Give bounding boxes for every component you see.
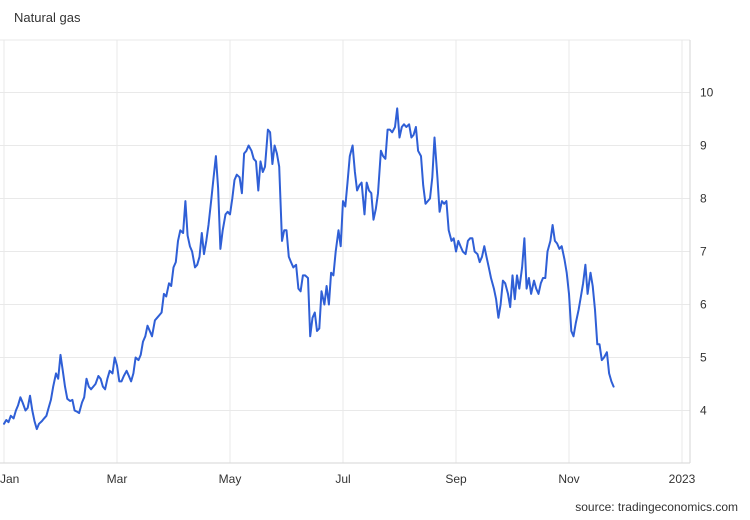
x-tick-label: Jan [0,472,19,486]
y-tick-label: 10 [700,86,714,100]
y-tick-label: 8 [700,192,707,206]
x-tick-label: Mar [107,472,128,486]
x-tick-label: 2023 [669,472,696,486]
y-tick-label: 9 [700,139,707,153]
x-tick-label: Jul [335,472,350,486]
x-tick-label: Sep [445,472,467,486]
source-credit: source: tradingeconomics.com [575,500,738,514]
y-tick-label: 7 [700,245,707,259]
y-tick-label: 5 [700,351,707,365]
y-tick-label: 6 [700,298,707,312]
chart-title: Natural gas [14,10,81,25]
series-line [3,107,615,431]
y-axis-labels: 4 5 6 7 8 9 10 [700,86,714,418]
grid-lines [0,39,691,464]
x-tick-label: May [219,472,242,486]
y-tick-label: 4 [700,404,707,418]
x-axis-labels: Jan Mar May Jul Sep Nov 2023 [0,472,696,486]
x-tick-label: Nov [558,472,579,486]
